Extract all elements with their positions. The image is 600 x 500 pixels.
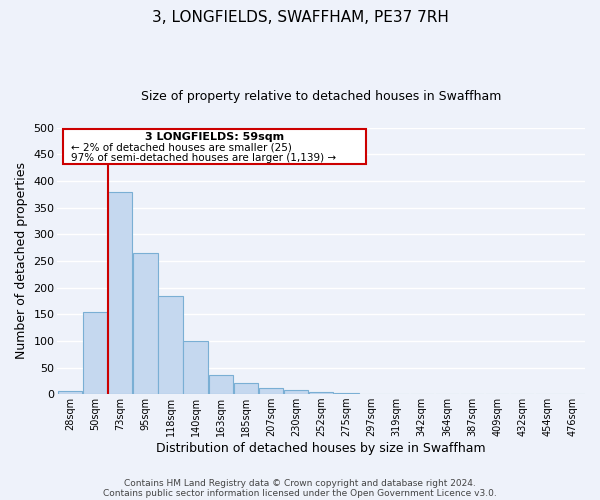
- Bar: [209, 375, 233, 394]
- Text: 3, LONGFIELDS, SWAFFHAM, PE37 7RH: 3, LONGFIELDS, SWAFFHAM, PE37 7RH: [152, 10, 448, 25]
- Text: ← 2% of detached houses are smaller (25): ← 2% of detached houses are smaller (25): [71, 142, 292, 152]
- Title: Size of property relative to detached houses in Swaffham: Size of property relative to detached ho…: [141, 90, 502, 103]
- Text: 3 LONGFIELDS: 59sqm: 3 LONGFIELDS: 59sqm: [145, 132, 284, 142]
- Bar: [58, 391, 82, 394]
- FancyBboxPatch shape: [63, 129, 366, 164]
- Text: Contains HM Land Registry data © Crown copyright and database right 2024.: Contains HM Land Registry data © Crown c…: [124, 478, 476, 488]
- Bar: [133, 253, 158, 394]
- Text: 97% of semi-detached houses are larger (1,139) →: 97% of semi-detached houses are larger (…: [71, 153, 336, 163]
- X-axis label: Distribution of detached houses by size in Swaffham: Distribution of detached houses by size …: [157, 442, 486, 455]
- Bar: [83, 312, 107, 394]
- Bar: [108, 192, 133, 394]
- Bar: [284, 390, 308, 394]
- Bar: [309, 392, 334, 394]
- Y-axis label: Number of detached properties: Number of detached properties: [15, 162, 28, 360]
- Text: Contains public sector information licensed under the Open Government Licence v3: Contains public sector information licen…: [103, 488, 497, 498]
- Bar: [259, 388, 283, 394]
- Bar: [158, 296, 182, 394]
- Bar: [184, 341, 208, 394]
- Bar: [233, 383, 258, 394]
- Bar: [334, 393, 359, 394]
